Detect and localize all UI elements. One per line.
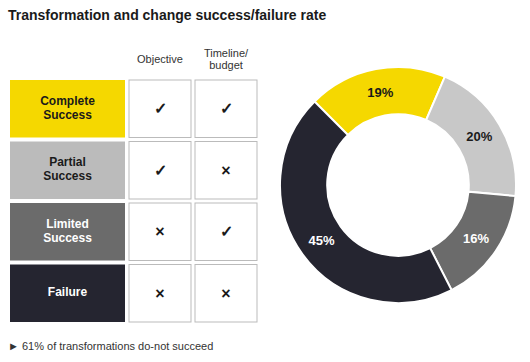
cell [129, 80, 191, 138]
row-label: Failure [48, 285, 88, 299]
title: Transformation and change success/failur… [8, 7, 326, 23]
text-line: Timeline/ [204, 47, 249, 59]
text-line: Complete [40, 94, 95, 108]
cell-symbol: × [155, 223, 164, 240]
cell-symbol: ✓ [220, 223, 233, 240]
cell [129, 203, 191, 261]
donut: 19% 20% 16% 45% [280, 67, 516, 303]
cell [195, 203, 257, 261]
text-line: Objective [137, 53, 183, 65]
text-line: Success [43, 169, 92, 183]
cell-symbol: ✓ [220, 100, 233, 117]
cell [129, 265, 191, 323]
text-line: Success [43, 231, 92, 245]
text-line: Limited [46, 217, 89, 231]
table: ObjectiveTimeline/budgetCompleteSuccess✓… [10, 47, 257, 322]
row-label-background [10, 203, 125, 261]
row-label-background [10, 265, 125, 323]
data-label: 19% [367, 85, 393, 100]
text-line: Success [43, 108, 92, 122]
data-label: 16% [463, 231, 489, 246]
text-line: Failure [48, 285, 88, 299]
row-label: LimitedSuccess [43, 217, 92, 245]
data-label: 20% [466, 129, 492, 144]
slice [426, 77, 516, 196]
row-label-background [10, 80, 125, 138]
cell-symbol: × [221, 162, 230, 179]
cell-symbol: × [221, 285, 230, 302]
text-line: Partial [49, 156, 86, 170]
data-label: 45% [309, 233, 335, 248]
cell-symbol: ✓ [154, 162, 167, 179]
cell [195, 80, 257, 138]
cell [195, 265, 257, 323]
row-label: PartialSuccess [43, 156, 92, 184]
column-header: Timeline/budget [204, 47, 249, 72]
footnote: ► 61% of transformations do-not succeed [8, 340, 213, 352]
row-label: CompleteSuccess [40, 94, 95, 122]
row-label-background [10, 142, 125, 200]
text-line: budget [209, 59, 243, 71]
cell [129, 142, 191, 200]
cell-symbol: × [155, 285, 164, 302]
column-header: Objective [137, 53, 183, 65]
cell-symbol: ✓ [154, 100, 167, 117]
cell [195, 142, 257, 200]
slice [280, 102, 452, 303]
chart: Transformation and change success/failur… [0, 0, 530, 362]
